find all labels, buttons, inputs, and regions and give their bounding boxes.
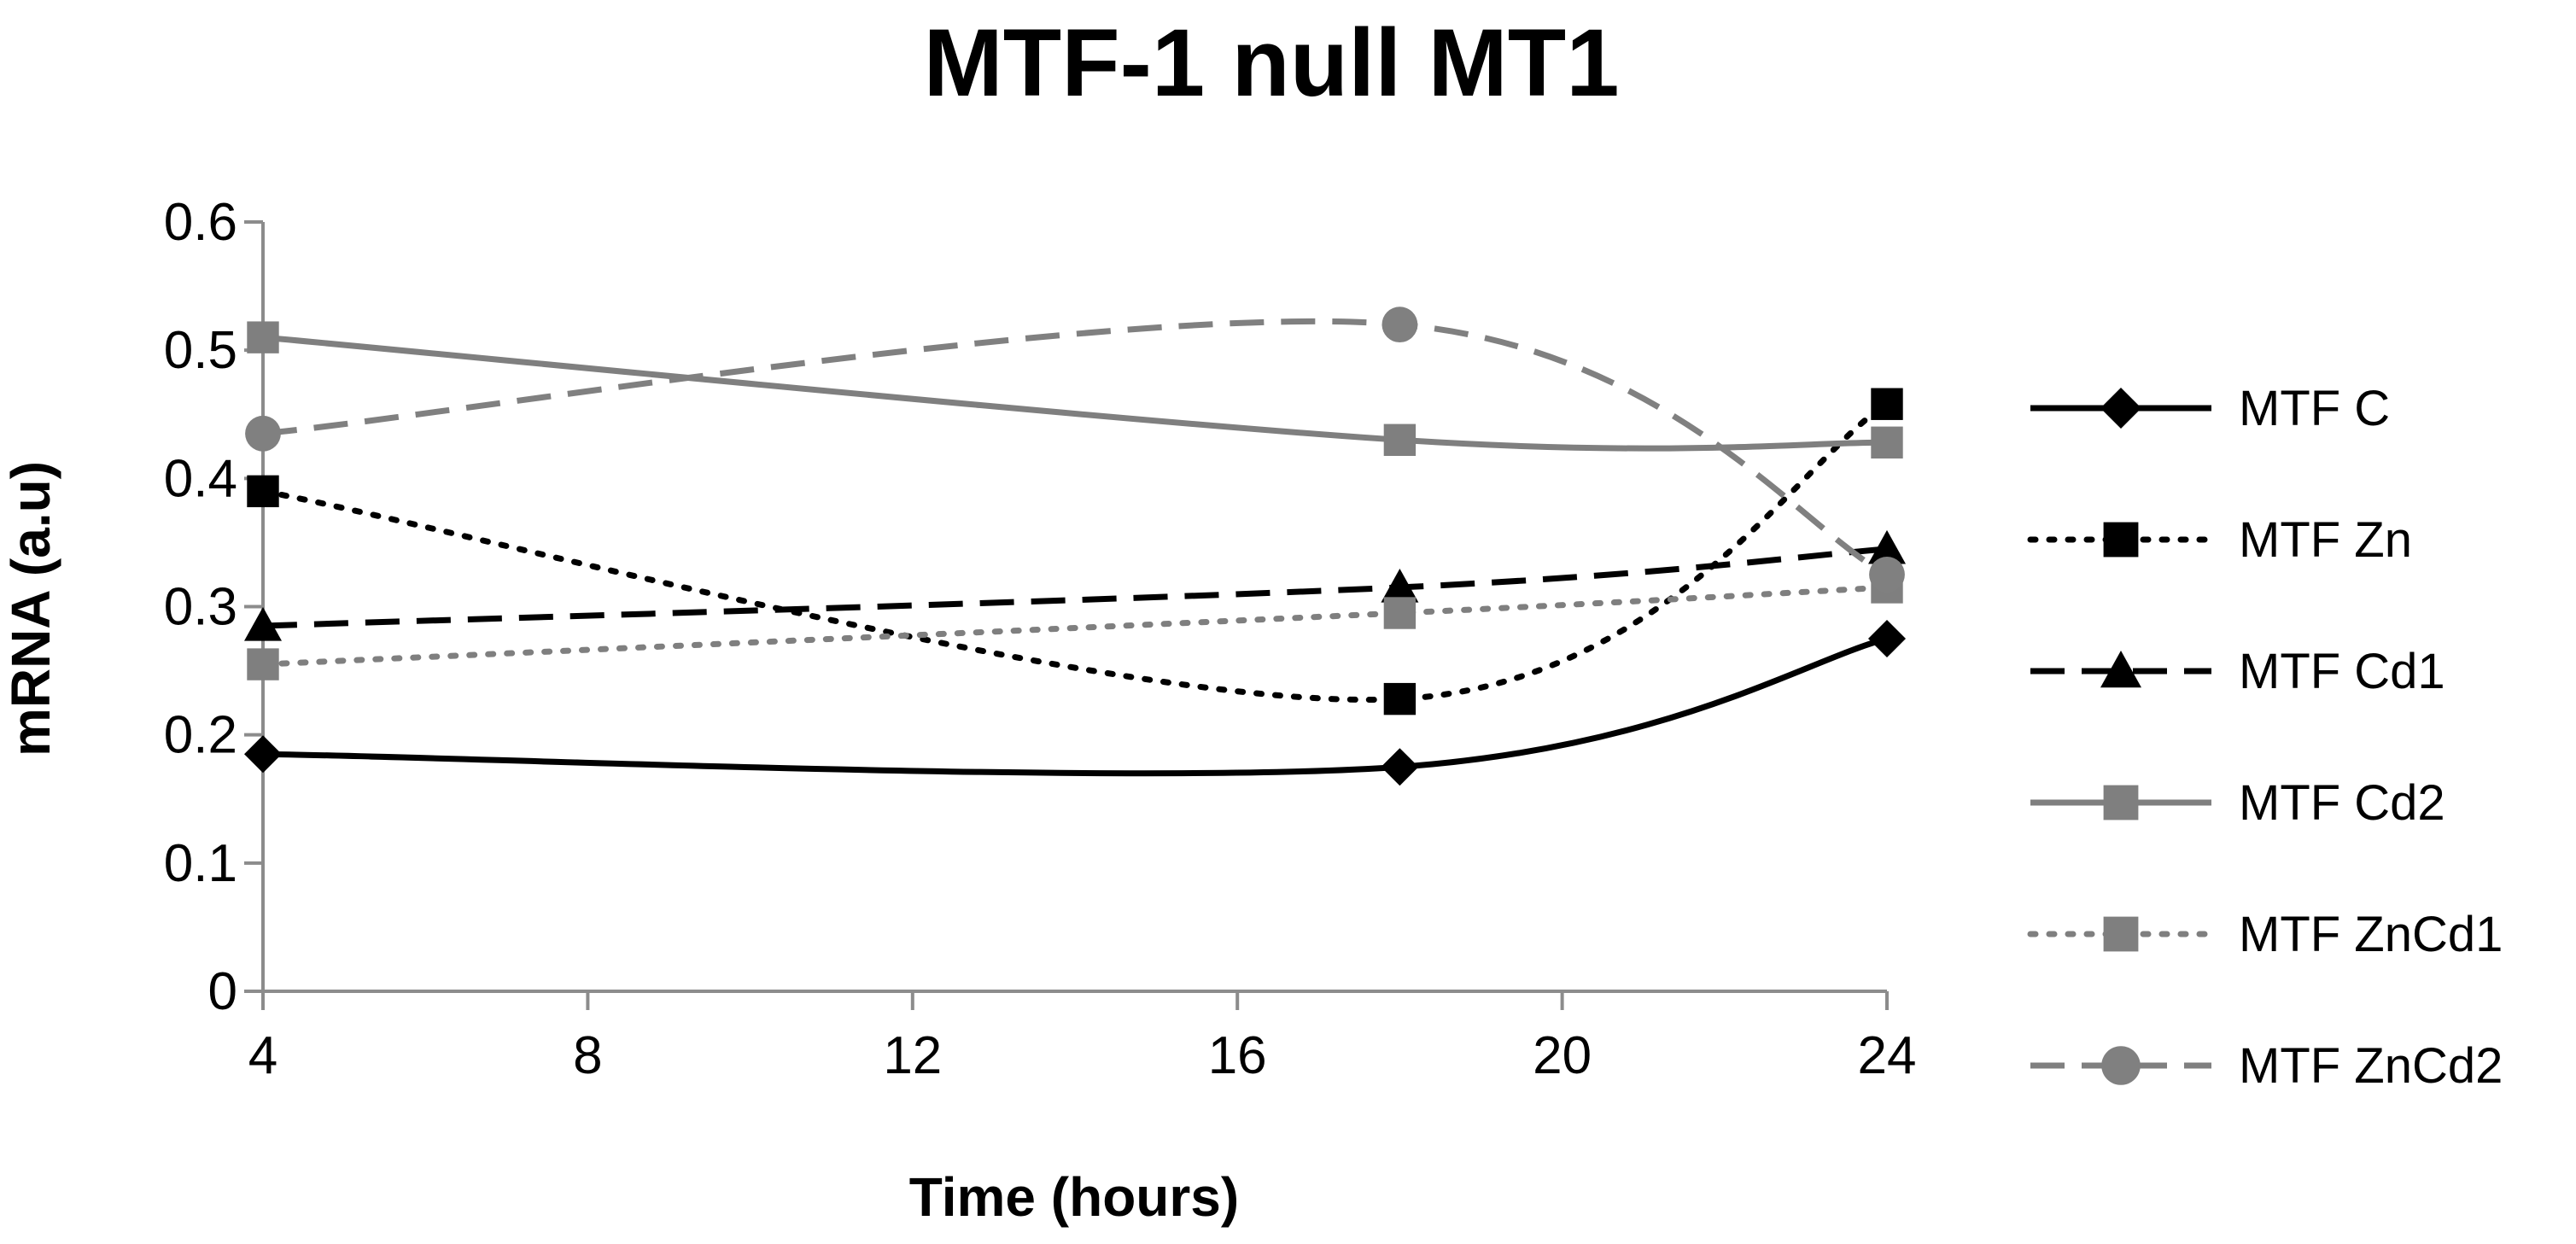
data-point-marker (244, 607, 282, 641)
data-point-marker (2103, 916, 2139, 952)
x-tick-label: 16 (1208, 1026, 1267, 1085)
y-tick-label: 0.6 (164, 193, 237, 252)
legend-item: MTF Cd1 (2030, 644, 2445, 699)
data-point-marker (1381, 748, 1419, 786)
legend-item: MTF C (2030, 381, 2390, 436)
x-tick-label: 24 (1858, 1026, 1917, 1085)
y-tick-label: 0.3 (164, 578, 237, 637)
data-point-marker (1868, 529, 1906, 564)
legend-label: MTF C (2239, 381, 2390, 436)
series-1 (247, 388, 1903, 715)
data-point-marker (1869, 557, 1905, 593)
data-point-marker (247, 321, 279, 353)
data-point-marker (1871, 426, 1903, 458)
legend-item: MTF Zn (2027, 512, 2412, 568)
x-tick-label: 12 (883, 1026, 942, 1085)
data-point-marker (1868, 620, 1906, 658)
series-2 (244, 529, 1906, 641)
y-tick-label: 0 (208, 962, 237, 1021)
x-tick-label: 20 (1533, 1026, 1592, 1085)
y-axis-label: mRNA (a.u) (0, 461, 61, 756)
x-axis-label: Time (hours) (909, 1166, 1239, 1228)
legend: MTF C MTF Zn MTF Cd1 MTF Cd2 MTF ZnCd1 MTF Zn… (2027, 381, 2503, 1094)
data-point-marker (2101, 1046, 2141, 1085)
legend-label: MTF Cd1 (2239, 644, 2445, 699)
data-point-marker (247, 475, 279, 508)
data-point-marker (244, 735, 282, 774)
legend-label: MTF Zn (2239, 512, 2412, 568)
legend-label: MTF ZnCd2 (2239, 1038, 2503, 1094)
legend-item: MTF Cd2 (2030, 775, 2445, 831)
series-0 (244, 620, 1906, 786)
series-line (262, 318, 1889, 578)
series-line (262, 334, 1888, 452)
data-point-marker (1383, 597, 1417, 629)
axes (261, 222, 1887, 993)
ticks: 0 0.1 0.2 0.3 0.4 0.5 0.6 4 8 12 16 20 24 (164, 193, 1917, 1085)
x-tick-label: 8 (573, 1026, 602, 1085)
data-point-marker (2100, 651, 2141, 688)
series-line (260, 584, 1890, 668)
x-tick-label: 4 (248, 1026, 277, 1085)
chart-title: MTF-1 null MT1 (923, 9, 1619, 116)
series-line (262, 546, 1888, 629)
y-tick-label: 0.4 (164, 449, 237, 508)
data-point-marker (247, 648, 279, 680)
y-tick-label: 0.2 (164, 706, 237, 765)
data-point-marker (1381, 568, 1419, 603)
data-point-marker (245, 415, 281, 452)
data-point-marker (1383, 423, 1417, 456)
series-3 (247, 321, 1903, 458)
series-layer (244, 307, 1906, 786)
data-point-marker (1381, 307, 1418, 343)
data-point-marker (1871, 388, 1903, 420)
legend-label: MTF ZnCd1 (2239, 907, 2503, 962)
y-tick-label: 0.1 (164, 834, 237, 893)
legend-item: MTF ZnCd1 (2027, 907, 2503, 962)
series-line (262, 635, 1888, 777)
y-tick-label: 0.5 (164, 321, 237, 380)
legend-label: MTF Cd2 (2239, 775, 2445, 831)
series-5 (245, 307, 1905, 593)
data-point-marker (2103, 785, 2139, 821)
series-4 (247, 571, 1903, 680)
data-point-marker (2100, 388, 2141, 429)
data-point-marker (1383, 682, 1417, 715)
series-line (260, 400, 1890, 703)
data-point-marker (2103, 522, 2139, 558)
legend-item: MTF ZnCd2 (2030, 1038, 2503, 1094)
